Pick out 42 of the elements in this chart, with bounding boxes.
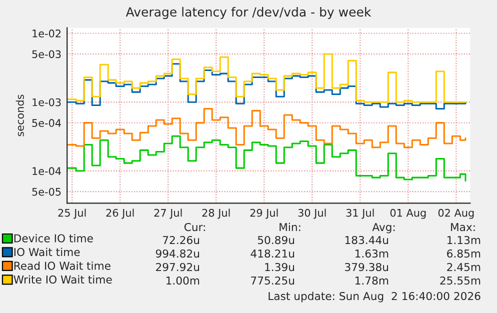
legend-label: Read IO Wait time [14, 261, 110, 270]
y-tick-label: 5e-03 [32, 50, 61, 58]
text: 6.85m [447, 249, 480, 258]
legend-label: Write IO Wait time [14, 275, 112, 284]
text: 1.78m [356, 276, 388, 285]
text: 1.13m [448, 236, 480, 244]
text: 379.38u [345, 262, 388, 272]
text: Last update: Sun Aug 2 16:40:00 2026 [268, 292, 480, 302]
text: 50.89u [258, 236, 294, 244]
x-tick-label: 29 Jul [250, 208, 278, 219]
x-tick-label: 30 Jul [298, 208, 326, 219]
y-tick-label: 1e-04 [32, 167, 61, 176]
text: 25.55m [440, 276, 480, 285]
x-tick-label: 02 Aug [438, 208, 474, 219]
text: 2.45m [447, 262, 480, 272]
text: Min: [280, 222, 300, 231]
y-tick-label: 5e-04 [32, 119, 61, 127]
text: 775.25u [251, 276, 294, 285]
text: 1.63m [356, 249, 388, 258]
legend-label: IO Wait time [14, 248, 80, 256]
y-axis-title: seconds [16, 94, 24, 136]
y-tick-label: 5e-05 [32, 188, 61, 196]
x-tick-label: 27 Jul [154, 208, 182, 219]
legend-label: Device IO time [14, 234, 93, 242]
x-tick-label: 01 Aug [390, 208, 426, 219]
text: 72.26u [163, 236, 200, 244]
text: Avg: [372, 223, 395, 234]
x-tick-label: 28 Jul [202, 208, 230, 219]
x-tick-label: 31 Jul [346, 208, 374, 219]
text: Cur: [184, 222, 205, 232]
text: 994.82u [156, 249, 200, 258]
x-tick-label: 25 Jul [58, 208, 86, 219]
y-tick-label: 1e-03 [32, 98, 61, 106]
text: 183.44u [345, 236, 388, 244]
chart-title: Average latency for /dev/vda - by week [126, 6, 372, 20]
text: Max: [451, 223, 475, 232]
text: 418.21u [250, 249, 294, 258]
text: 1.39u [265, 262, 294, 272]
text: 1.00m [166, 276, 200, 285]
x-tick-label: 26 Jul [106, 208, 134, 219]
text: 297.92u [156, 262, 200, 272]
y-tick-label: 1e-02 [32, 30, 60, 38]
